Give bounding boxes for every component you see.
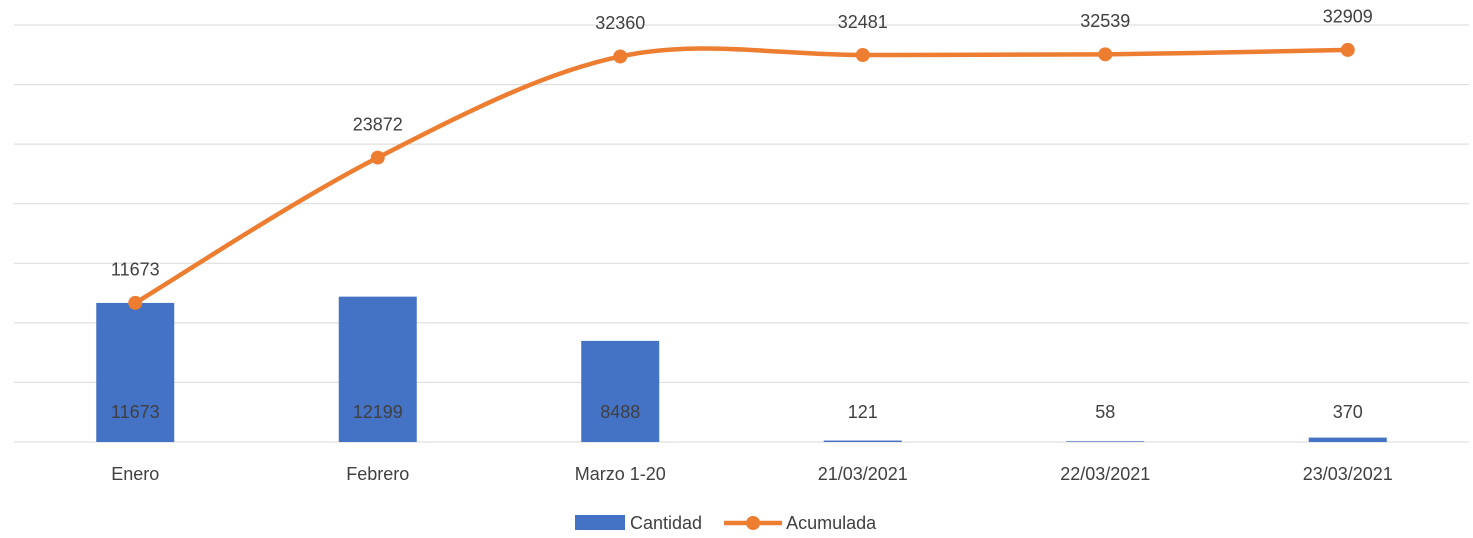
legend-label: Cantidad [630, 513, 702, 533]
line-marker [855, 48, 870, 63]
line [134, 46, 1348, 305]
bar-value-label: 121 [848, 402, 878, 422]
x-tick-label: Febrero [346, 464, 409, 484]
line-marker [370, 150, 385, 165]
line-value-label: 32481 [838, 12, 888, 32]
x-tick-label: Marzo 1-20 [575, 464, 666, 484]
bar-value-label: 11673 [111, 402, 160, 422]
line-value-label: 11673 [111, 260, 160, 280]
bar-value-label: 58 [1095, 402, 1115, 422]
line-marker [613, 49, 628, 64]
bar [581, 340, 660, 442]
bar-value-label: 8488 [600, 402, 640, 422]
line-value-label: 23872 [353, 114, 403, 134]
x-tick-label: 23/03/2021 [1303, 464, 1393, 484]
bar [1066, 441, 1145, 442]
bar-value-label: 370 [1333, 402, 1363, 422]
x-tick-label: 21/03/2021 [818, 464, 908, 484]
line-value-label: 32909 [1323, 7, 1373, 27]
legend-swatch [575, 515, 625, 530]
bar [1308, 437, 1387, 442]
line-value-label: 32539 [1080, 11, 1130, 31]
x-tick-label: Enero [111, 464, 159, 484]
line-value-label: 32360 [595, 13, 645, 33]
x-tick-label: 22/03/2021 [1060, 464, 1150, 484]
line-marker [128, 295, 143, 310]
legend-label: Acumulada [786, 513, 877, 533]
line-marker [1098, 47, 1113, 62]
bar-value-label: 12199 [353, 402, 403, 422]
bar [823, 440, 902, 442]
bar [338, 296, 417, 442]
line-marker [1340, 42, 1355, 57]
legend-swatch [746, 516, 761, 530]
bar [96, 302, 175, 442]
